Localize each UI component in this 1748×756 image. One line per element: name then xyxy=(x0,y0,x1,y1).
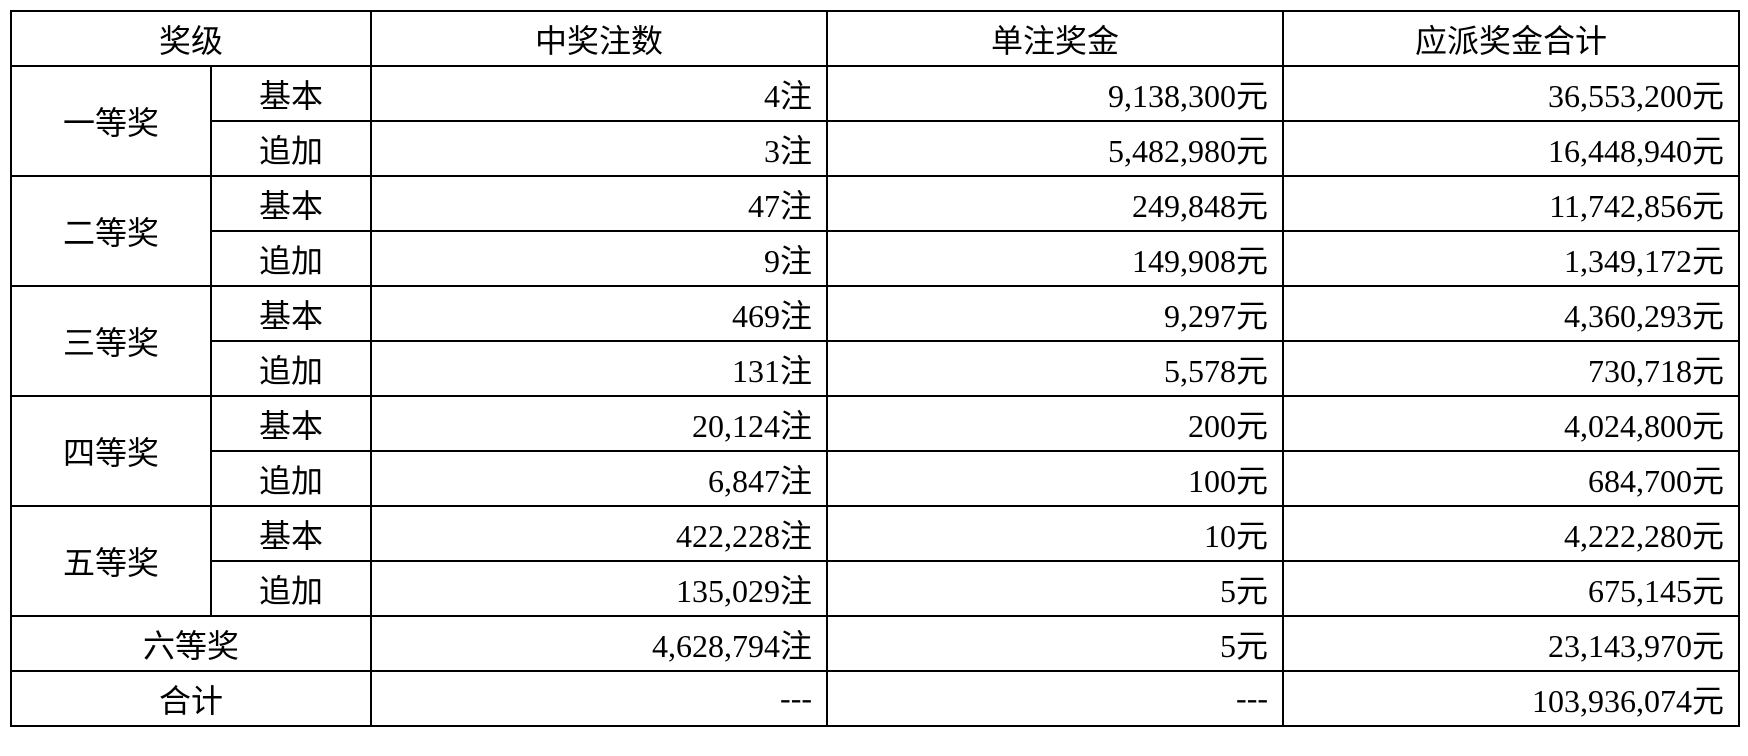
prize-count: 20,124注 xyxy=(371,396,827,451)
prize-unit: 10元 xyxy=(827,506,1283,561)
prize-total: 684,700元 xyxy=(1283,451,1739,506)
prize-total: 4,360,293元 xyxy=(1283,286,1739,341)
prize-level-2: 二等奖 xyxy=(11,176,211,286)
prize-unit: 5,578元 xyxy=(827,341,1283,396)
prize-total: 1,349,172元 xyxy=(1283,231,1739,286)
table-row-sixth: 六等奖 4,628,794注 5元 23,143,970元 xyxy=(11,616,1739,671)
prize-count: 6,847注 xyxy=(371,451,827,506)
prize-unit: 9,138,300元 xyxy=(827,66,1283,121)
prize-count: 9注 xyxy=(371,231,827,286)
total-unit: --- xyxy=(827,671,1283,726)
prize-count: 4,628,794注 xyxy=(371,616,827,671)
prize-count: 422,228注 xyxy=(371,506,827,561)
prize-total: 4,024,800元 xyxy=(1283,396,1739,451)
prize-type: 基本 xyxy=(211,176,371,231)
prize-level-6: 六等奖 xyxy=(11,616,371,671)
prize-unit: 100元 xyxy=(827,451,1283,506)
total-total: 103,936,074元 xyxy=(1283,671,1739,726)
prize-count: 469注 xyxy=(371,286,827,341)
lottery-prize-table: 奖级 中奖注数 单注奖金 应派奖金合计 一等奖 基本 4注 9,138,300元… xyxy=(10,10,1740,727)
table-row: 追加 131注 5,578元 730,718元 xyxy=(11,341,1739,396)
prize-total: 36,553,200元 xyxy=(1283,66,1739,121)
prize-count: 131注 xyxy=(371,341,827,396)
table-row: 五等奖 基本 422,228注 10元 4,222,280元 xyxy=(11,506,1739,561)
prize-unit: 200元 xyxy=(827,396,1283,451)
prize-count: 3注 xyxy=(371,121,827,176)
prize-total: 4,222,280元 xyxy=(1283,506,1739,561)
prize-type: 追加 xyxy=(211,451,371,506)
prize-total: 23,143,970元 xyxy=(1283,616,1739,671)
table-row-total: 合计 --- --- 103,936,074元 xyxy=(11,671,1739,726)
header-prize-level: 奖级 xyxy=(11,11,371,66)
table-row: 四等奖 基本 20,124注 200元 4,024,800元 xyxy=(11,396,1739,451)
prize-type: 基本 xyxy=(211,506,371,561)
table-header-row: 奖级 中奖注数 单注奖金 应派奖金合计 xyxy=(11,11,1739,66)
header-win-count: 中奖注数 xyxy=(371,11,827,66)
prize-total: 675,145元 xyxy=(1283,561,1739,616)
prize-level-1: 一等奖 xyxy=(11,66,211,176)
table-row: 追加 9注 149,908元 1,349,172元 xyxy=(11,231,1739,286)
prize-type: 追加 xyxy=(211,231,371,286)
prize-total: 730,718元 xyxy=(1283,341,1739,396)
prize-count: 4注 xyxy=(371,66,827,121)
header-unit-prize: 单注奖金 xyxy=(827,11,1283,66)
prize-unit: 9,297元 xyxy=(827,286,1283,341)
prize-count: 47注 xyxy=(371,176,827,231)
prize-unit: 249,848元 xyxy=(827,176,1283,231)
header-total-prize: 应派奖金合计 xyxy=(1283,11,1739,66)
table-row: 追加 6,847注 100元 684,700元 xyxy=(11,451,1739,506)
prize-type: 基本 xyxy=(211,396,371,451)
prize-type: 追加 xyxy=(211,121,371,176)
table-row: 追加 3注 5,482,980元 16,448,940元 xyxy=(11,121,1739,176)
table-row: 一等奖 基本 4注 9,138,300元 36,553,200元 xyxy=(11,66,1739,121)
table-row: 三等奖 基本 469注 9,297元 4,360,293元 xyxy=(11,286,1739,341)
prize-level-5: 五等奖 xyxy=(11,506,211,616)
prize-unit: 5元 xyxy=(827,616,1283,671)
prize-type: 追加 xyxy=(211,341,371,396)
prize-type: 追加 xyxy=(211,561,371,616)
prize-unit: 5,482,980元 xyxy=(827,121,1283,176)
prize-level-4: 四等奖 xyxy=(11,396,211,506)
table-row: 二等奖 基本 47注 249,848元 11,742,856元 xyxy=(11,176,1739,231)
prize-type: 基本 xyxy=(211,66,371,121)
prize-total: 11,742,856元 xyxy=(1283,176,1739,231)
prize-total: 16,448,940元 xyxy=(1283,121,1739,176)
table-row: 追加 135,029注 5元 675,145元 xyxy=(11,561,1739,616)
prize-unit: 149,908元 xyxy=(827,231,1283,286)
prize-count: 135,029注 xyxy=(371,561,827,616)
total-label: 合计 xyxy=(11,671,371,726)
total-count: --- xyxy=(371,671,827,726)
prize-type: 基本 xyxy=(211,286,371,341)
prize-level-3: 三等奖 xyxy=(11,286,211,396)
prize-unit: 5元 xyxy=(827,561,1283,616)
